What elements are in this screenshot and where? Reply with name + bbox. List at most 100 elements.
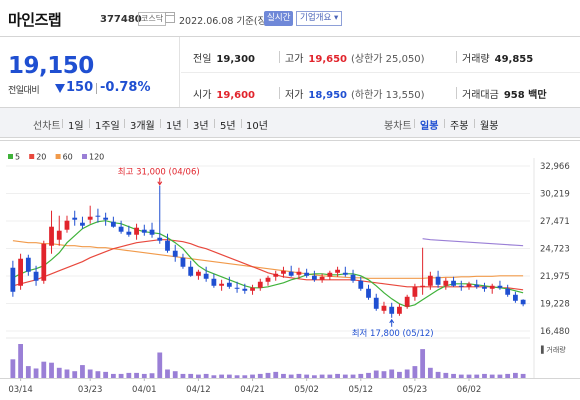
- volume-bar: [257, 373, 263, 378]
- realtime-button[interactable]: 실시간: [264, 11, 294, 26]
- divider: [187, 119, 188, 128]
- candle-body: [397, 306, 402, 314]
- period-3m[interactable]: 3개월: [130, 121, 155, 132]
- candle-body: [242, 288, 248, 291]
- volume-bar: [250, 374, 255, 378]
- x-tick-label: 04/01: [132, 385, 157, 395]
- current-price: 19,150: [8, 53, 94, 79]
- candle-body: [18, 258, 23, 286]
- volume-bar: [427, 367, 433, 378]
- candle-body: [203, 273, 209, 279]
- volume-bar: [41, 361, 47, 378]
- divider: [456, 51, 457, 63]
- volume-bar: [165, 369, 170, 378]
- volume-bar: [64, 369, 70, 378]
- volume-bar: [373, 370, 379, 378]
- candle-body: [389, 306, 395, 314]
- candle-body: [451, 280, 456, 286]
- trade-amount: 거래대금 958 백만: [462, 86, 547, 101]
- candlestick-chart: 5 20 60 120 32,966 30,219 27,471 24,723 21,975 19…: [0, 140, 580, 395]
- volume-bar: [466, 374, 472, 378]
- candle-chart-tab[interactable]: 봉차트: [384, 121, 412, 132]
- candle-body: [427, 275, 433, 286]
- candle-body: [211, 278, 217, 286]
- volume-bar: [80, 365, 85, 378]
- volume-bar: [350, 374, 356, 378]
- volume-bar: [103, 371, 109, 378]
- candle-body: [335, 269, 340, 273]
- volume-bar: [126, 372, 132, 378]
- high-price: 고가 19,650 (상한가 25,050): [285, 50, 425, 65]
- company-overview-button[interactable]: 기업개요 ▾: [296, 11, 343, 26]
- volume-bar: [412, 366, 418, 378]
- legend-label: 20: [36, 153, 46, 162]
- volume-bar: [497, 374, 503, 378]
- candle-body: [497, 285, 503, 288]
- candle-body: [281, 270, 286, 274]
- volume-bar: [435, 371, 441, 378]
- period-1y[interactable]: 1년: [166, 121, 182, 132]
- candle-body: [10, 267, 16, 292]
- low-label: 저가: [285, 90, 304, 101]
- weekly-candle-tab[interactable]: 주봉: [450, 121, 469, 132]
- volume-bar: [296, 373, 302, 378]
- stock-name: 마인즈랩: [8, 11, 62, 29]
- daily-candle-tab[interactable]: 일봉: [420, 121, 439, 132]
- period-10y[interactable]: 10년: [246, 121, 268, 132]
- period-1d[interactable]: 1일: [68, 121, 84, 132]
- volume-bar: [265, 372, 271, 378]
- candle-body: [157, 237, 163, 241]
- candle-body: [474, 284, 480, 287]
- lower-limit: (하한가 13,550): [351, 90, 425, 101]
- candle-body: [250, 287, 255, 291]
- volume-bar: [404, 369, 410, 378]
- period-1w[interactable]: 1주일: [95, 121, 120, 132]
- period-5y[interactable]: 5년: [220, 121, 236, 132]
- candle-body: [366, 288, 371, 298]
- volume-bar: [25, 366, 31, 378]
- divider: [279, 51, 280, 63]
- x-tick-label: 06/02: [457, 385, 482, 395]
- candle-body: [196, 271, 201, 276]
- volume-bar: [389, 369, 395, 378]
- candle-body: [412, 286, 418, 297]
- y-tick-label: 24,723: [540, 245, 570, 255]
- candle-body: [234, 287, 240, 289]
- volume-bar: [358, 373, 364, 378]
- row-divider: [181, 72, 580, 73]
- volume-bar: [520, 373, 526, 378]
- high-value: 19,650: [308, 54, 347, 65]
- volume-bar: [366, 372, 371, 378]
- divider: [456, 87, 457, 99]
- volume-bar: [149, 373, 155, 378]
- candle-body: [149, 229, 155, 235]
- legend-label: 5: [15, 153, 20, 162]
- candle-body: [381, 305, 387, 311]
- period-bar: 선차트 1일 1주일 3개월 1년 3년 5년 10년 봉차트 일봉 주봉 월봉: [0, 108, 580, 138]
- divider: [241, 119, 242, 128]
- volume-bar: [489, 374, 495, 378]
- volume-bar: [335, 373, 340, 378]
- legend-swatch: [82, 154, 87, 159]
- y-tick-label: 32,966: [540, 162, 570, 172]
- volume-value: 49,855: [494, 54, 534, 65]
- candle-body: [311, 275, 317, 280]
- candle-body: [165, 240, 170, 251]
- price-box: 19,150 전일대비 150 -0.78%: [0, 37, 180, 107]
- candle-body: [420, 285, 426, 287]
- stock-header: 마인즈랩 377480 코스닥 2022.06.08 기준(장마감) 실시간 기…: [0, 0, 580, 36]
- x-tick-label: 05/23: [403, 385, 428, 395]
- y-tick-label: 27,471: [540, 217, 570, 227]
- period-3y[interactable]: 3년: [193, 121, 209, 132]
- volume-bar: [319, 374, 325, 378]
- prev-close-value: 19,300: [216, 54, 255, 65]
- change-value: 150: [66, 80, 94, 95]
- candle-body: [219, 283, 225, 286]
- open-price: 시가 19,600: [193, 86, 255, 101]
- candle-body: [110, 221, 116, 227]
- line-chart-tab[interactable]: 선차트: [33, 121, 61, 132]
- candle-body: [273, 273, 279, 277]
- volume-bar: [513, 372, 518, 378]
- monthly-candle-tab[interactable]: 월봉: [480, 121, 499, 132]
- y-tick-label: 16,480: [540, 327, 570, 337]
